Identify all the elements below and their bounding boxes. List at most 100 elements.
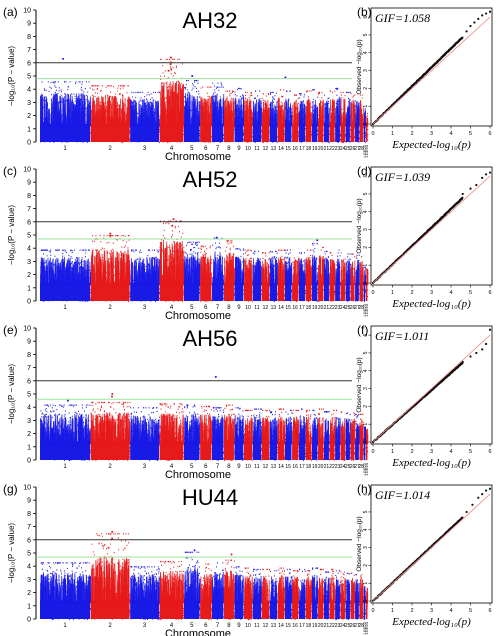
snp-stem [301, 111, 302, 127]
snp-point [262, 98, 263, 99]
snp-point [79, 81, 80, 82]
snp-base-band [278, 124, 285, 142]
snp-point [83, 91, 84, 92]
snp-point [201, 87, 202, 88]
snp-point [162, 72, 163, 73]
snp-point [214, 85, 215, 86]
snp-stem [198, 118, 199, 126]
snp-point [281, 96, 282, 97]
snp-point [170, 68, 171, 69]
snp-stem [309, 111, 310, 126]
snp-stem [339, 97, 340, 126]
panel-title: AH32 [182, 8, 237, 33]
snp-stem [178, 81, 179, 126]
snp-point [268, 93, 269, 94]
snp-point [202, 87, 203, 88]
snp-point [64, 93, 65, 94]
snp-stem [174, 121, 175, 126]
snp-stem [243, 122, 244, 126]
snp-point [218, 90, 219, 91]
snp-point [90, 87, 91, 88]
snp-stem [330, 99, 331, 126]
y-tick-label: 2 [27, 113, 31, 120]
snp-stem [202, 105, 203, 126]
snp-stem [199, 105, 200, 127]
snp-point [171, 73, 172, 74]
snp-point [245, 92, 246, 93]
snp-point [93, 85, 94, 86]
snp-point [170, 82, 171, 83]
snp-point [75, 100, 76, 101]
snp-stem [332, 102, 333, 126]
snp-point [264, 100, 265, 101]
snp-stem [135, 100, 136, 126]
snp-point [120, 85, 121, 86]
snp-stem [156, 102, 157, 127]
snp-point [95, 92, 96, 93]
snp-stem [57, 116, 58, 126]
snp-point [100, 91, 101, 92]
snp-point [241, 88, 242, 89]
snp-point [70, 81, 71, 82]
snp-stem [109, 96, 110, 127]
snp-point [165, 82, 166, 83]
snp-point [219, 87, 220, 88]
snp-stem [223, 101, 224, 126]
snp-point [216, 88, 217, 89]
snp-point [76, 81, 77, 82]
y-tick-label: 9 [27, 21, 31, 28]
snp-point [281, 102, 282, 103]
snp-stem [177, 95, 178, 126]
snp-stem [319, 103, 320, 126]
snp-point [61, 95, 62, 96]
snp-point [272, 92, 273, 93]
snp-stem [77, 123, 78, 126]
snp-point [254, 98, 255, 99]
snp-point [273, 102, 274, 103]
snp-stem [317, 120, 318, 126]
snp-stem [81, 93, 82, 126]
snp-point [192, 90, 193, 91]
snp-point [56, 90, 57, 91]
snp-base-band [244, 124, 252, 142]
snp-point [235, 94, 236, 95]
y-tick-label: 0 [27, 140, 31, 147]
snp-stem [256, 119, 257, 126]
snp-stem [337, 111, 338, 126]
snp-stem [98, 120, 99, 127]
snp-stem [154, 108, 155, 126]
snp-point [207, 87, 208, 88]
snp-point [161, 59, 162, 60]
snp-stem [124, 120, 125, 126]
snp-point [138, 92, 139, 93]
snp-point [140, 100, 141, 101]
snp-point [235, 91, 236, 92]
snp-point [294, 94, 295, 95]
snp-point [87, 92, 88, 93]
snp-point [274, 95, 275, 96]
snp-stem [326, 102, 327, 126]
snp-point [120, 93, 121, 94]
snp-point [97, 85, 98, 86]
snp-point [208, 96, 209, 97]
snp-stem [270, 110, 271, 126]
snp-base-band [130, 124, 159, 142]
snp-point [221, 87, 222, 88]
snp-point [158, 92, 159, 93]
snp-point [237, 95, 238, 96]
snp-stem [133, 110, 134, 126]
snp-stem [175, 91, 176, 126]
snp-point [318, 92, 319, 93]
snp-stem [277, 113, 278, 126]
snp-stem [106, 109, 107, 126]
snp-stem [232, 116, 233, 126]
snp-stem [238, 116, 239, 126]
snp-stem [208, 122, 209, 127]
snp-point [196, 80, 197, 81]
panel-letter: (a) [3, 5, 18, 19]
snp-stem [117, 103, 118, 126]
snp-point [222, 85, 223, 86]
snp-point [86, 81, 87, 82]
snp-point [270, 93, 271, 94]
snp-point [89, 81, 90, 82]
